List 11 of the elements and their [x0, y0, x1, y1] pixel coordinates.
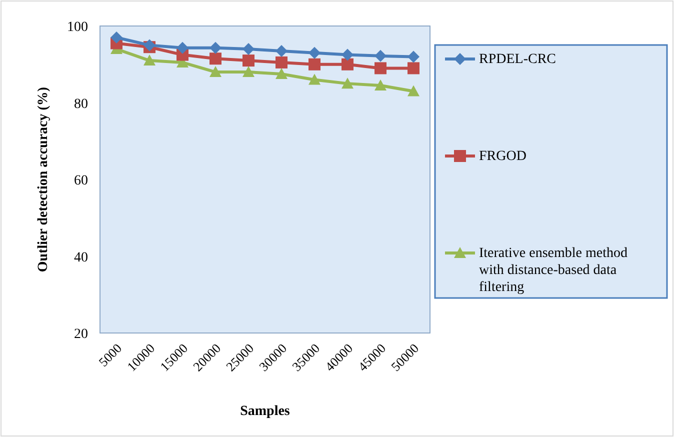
y-tick-label: 40: [74, 250, 88, 266]
x-tick-label: 5000: [96, 340, 125, 370]
legend-label: Iterative ensemble method with distance-based data filtering: [479, 246, 628, 295]
y-tick-label: 100: [67, 20, 88, 35]
legend-label: FRGOD: [479, 149, 526, 164]
y-tick-label: 60: [74, 174, 88, 188]
y-axis-title: Outlier detection accuracy (%): [36, 86, 51, 272]
legend-label: RPDEL-CRC: [479, 52, 556, 67]
x-axis-title: Samples: [240, 404, 290, 419]
y-tick-label: 80: [74, 96, 88, 112]
y-tick-label: 20: [74, 327, 88, 342]
